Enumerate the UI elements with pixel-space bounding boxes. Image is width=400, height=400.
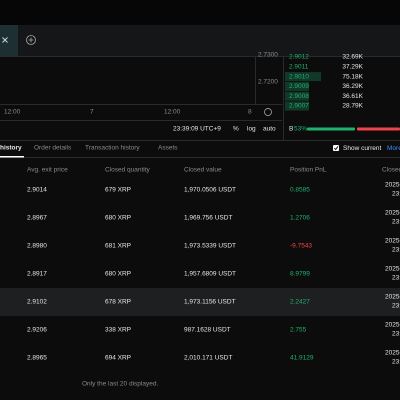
tab-strip	[0, 25, 400, 56]
closed-time: 23:	[392, 219, 400, 226]
pnl: 2.2427	[290, 299, 310, 306]
new-tab-plus	[28, 37, 34, 43]
closed-time: 23:	[392, 331, 400, 338]
closed-date: 2025-	[385, 294, 400, 301]
scale-option[interactable]: %	[233, 126, 239, 133]
book-price: 2.9007	[289, 103, 309, 110]
cell: 2.8980	[27, 243, 47, 250]
closed-time: 23:	[392, 359, 400, 366]
top-bar	[0, 0, 400, 25]
cell: 1,973.1156 USDT	[184, 299, 236, 306]
tab[interactable]: history	[0, 145, 22, 152]
scale-option[interactable]: auto	[263, 126, 276, 133]
settings-icon[interactable]	[264, 108, 272, 116]
column-header: Closed value	[184, 167, 222, 174]
cell: 680 XRP	[105, 271, 131, 278]
closed-date: 2025-	[385, 210, 400, 217]
pnl: 41.9129	[290, 355, 314, 362]
time-label: 7	[90, 109, 94, 116]
close-tab-icon[interactable]	[2, 37, 8, 43]
cell: 338 XRP	[105, 327, 131, 334]
hover-row	[0, 288, 400, 316]
column-header: Avg. exit price	[27, 167, 68, 174]
active-tab[interactable]	[0, 25, 18, 56]
book-size: 36.61K	[342, 93, 363, 100]
closed-date: 2025-	[385, 322, 400, 329]
book-size: 32.69K	[342, 54, 363, 61]
clock: 23:39:09 UTC+9	[173, 126, 221, 133]
cell: 1,970.0506 USDT	[184, 187, 236, 194]
pnl: 8.9799	[290, 271, 310, 278]
cell: 1,957.6809 USDT	[184, 271, 236, 278]
footer-note: Only the last 20 displayed.	[82, 381, 158, 388]
cell: 2.9102	[27, 299, 47, 306]
checkmark	[333, 146, 339, 151]
book-size: 75.18K	[342, 73, 363, 80]
book-price: 2.9009	[289, 83, 309, 90]
closed-date: 2025-	[385, 182, 400, 189]
time-label: 12:00	[4, 109, 21, 116]
cell: 2.9014	[27, 187, 47, 194]
tab[interactable]: Order details	[34, 145, 72, 152]
closed-date: 2025-	[385, 350, 400, 357]
cell: 2.9206	[27, 327, 47, 334]
closed-date: 2025-	[385, 266, 400, 273]
cell: 679 XRP	[105, 187, 131, 194]
buy-label: B	[289, 126, 293, 133]
cell: 681 XRP	[105, 243, 131, 250]
cell: 2.8967	[27, 215, 47, 222]
cell: 2.8917	[27, 271, 47, 278]
book-price: 2.9012	[289, 54, 309, 61]
tab[interactable]: Transaction history	[85, 145, 140, 152]
closed-time: 23:	[392, 191, 400, 198]
pnl: -9.7543	[290, 243, 312, 250]
checkbox[interactable]	[333, 145, 339, 151]
book-size: 37.29K	[342, 64, 363, 71]
column-header: Position PnL	[290, 167, 327, 174]
pnl: 2.755	[290, 327, 307, 334]
active-tab-underline	[0, 156, 24, 158]
closed-time: 23:	[392, 303, 400, 310]
price-label: 2.7200	[258, 79, 278, 86]
cell: 1,969.756 USDT	[184, 215, 232, 222]
pnl: 1.2706	[290, 215, 310, 222]
cell: 1,973.5339 USDT	[184, 243, 236, 250]
book-size: 28.79K	[342, 103, 363, 110]
show-current[interactable]: Show current	[343, 145, 381, 152]
cell: 678 XRP	[105, 299, 131, 306]
time-label: 12:00	[164, 109, 181, 116]
book-size: 36.29K	[342, 83, 363, 90]
time-label: 8	[248, 109, 252, 116]
buy-ratio: 53%	[294, 126, 307, 133]
column-header: Closed	[382, 167, 400, 174]
closed-time: 23:	[392, 247, 400, 254]
scale-option[interactable]: log	[247, 126, 256, 133]
depth-bar	[285, 81, 309, 91]
tab[interactable]: Assets	[158, 145, 178, 152]
new-tab-icon[interactable]	[26, 35, 36, 45]
buy-bar	[307, 127, 355, 131]
cell: 680 XRP	[105, 215, 131, 222]
closed-time: 23:	[392, 275, 400, 282]
depth-bar	[285, 72, 321, 82]
cell: 694 XRP	[105, 355, 131, 362]
book-price: 2.9010	[289, 73, 309, 80]
depth-bar	[285, 101, 309, 111]
pnl: 0.8585	[290, 187, 310, 194]
closed-date: 2025-	[385, 238, 400, 245]
more-link[interactable]: More	[387, 145, 400, 152]
price-label: 2.7300	[258, 52, 278, 59]
cell: 2.8965	[27, 355, 47, 362]
cell: 2,010.171 USDT	[184, 355, 232, 362]
book-price: 2.9008	[289, 93, 309, 100]
depth-bar	[285, 91, 309, 101]
sell-bar	[357, 127, 400, 131]
book-price: 2.9011	[289, 64, 309, 71]
column-header: Closed quantity	[105, 167, 151, 174]
cell: 987.1628 USDT	[184, 327, 231, 334]
